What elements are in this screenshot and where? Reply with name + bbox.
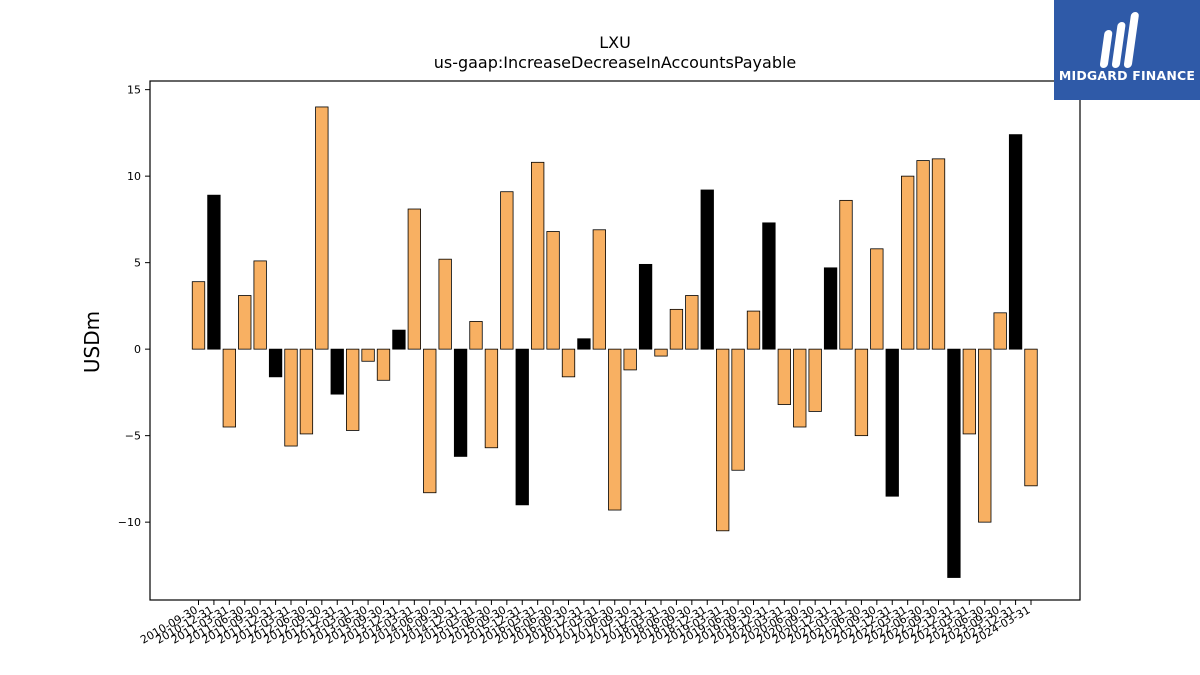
- bar: [978, 348, 992, 523]
- bar: [515, 348, 529, 506]
- bar: [284, 348, 298, 447]
- logo-text: MIDGARD FINANCE: [1058, 68, 1196, 83]
- bar: [947, 348, 961, 578]
- bar: [438, 258, 452, 350]
- plot-frame: [149, 80, 1081, 601]
- bar: [731, 348, 745, 471]
- bar: [346, 348, 360, 431]
- bar: [330, 348, 344, 395]
- bar: [623, 348, 637, 371]
- midgard-finance-logo: MIDGARD FINANCE: [1054, 0, 1200, 100]
- bar: [638, 263, 653, 350]
- bar: [839, 199, 853, 350]
- bar: [654, 348, 668, 357]
- bar: [561, 348, 576, 378]
- bar: [608, 348, 622, 511]
- bar: [762, 222, 776, 350]
- bar: [469, 321, 483, 350]
- bar: [531, 161, 545, 350]
- y-tick-label: 10: [127, 170, 141, 183]
- bar: [916, 160, 930, 350]
- bar: [870, 248, 884, 350]
- bar: [207, 194, 221, 350]
- bar: [592, 229, 606, 350]
- bar: [885, 348, 899, 497]
- bar: [793, 348, 807, 428]
- bar: [299, 348, 314, 435]
- bar: [222, 348, 236, 428]
- bar: [268, 348, 283, 378]
- bar: [777, 348, 791, 405]
- bar: [1008, 134, 1023, 350]
- bar: [901, 175, 915, 350]
- bar: [423, 348, 437, 494]
- y-tick-label: 0: [134, 343, 141, 356]
- bar: [808, 348, 822, 412]
- bar: [962, 348, 976, 435]
- y-tick-label: −5: [125, 430, 141, 443]
- y-ticks-group: 15 10 5 0 −5 −10: [118, 84, 150, 529]
- bar: [685, 295, 699, 350]
- bars-group: [191, 106, 1038, 578]
- y-tick-label: −10: [118, 516, 141, 529]
- chart-subtitle: us-gaap:IncreaseDecreaseInAccountsPayabl…: [434, 53, 797, 72]
- bar: [669, 308, 684, 350]
- bar: [931, 158, 946, 350]
- bar: [823, 267, 838, 350]
- bar: [315, 106, 329, 350]
- bar: [376, 348, 391, 381]
- bar: [746, 310, 761, 350]
- bar: [253, 260, 267, 350]
- bar: [546, 231, 560, 350]
- bar: [1024, 348, 1038, 487]
- bar: [500, 191, 514, 350]
- bar: [854, 348, 869, 437]
- y-tick-label: 5: [134, 257, 141, 270]
- y-axis-label: USDm: [80, 311, 104, 373]
- midgard-logo-icon: [1099, 12, 1139, 68]
- bar: [392, 329, 406, 350]
- bar: [407, 208, 421, 350]
- bar: [453, 348, 468, 457]
- bar: [993, 312, 1007, 350]
- bar: [716, 348, 730, 532]
- chart-title: LXU: [599, 33, 631, 52]
- bar: [191, 281, 206, 350]
- x-ticks-group: 2010-09-302010-12-312011-03-312011-06-30…: [138, 600, 1033, 647]
- y-tick-label: 15: [127, 84, 141, 97]
- bar: [577, 338, 591, 350]
- bar: [700, 189, 714, 350]
- bar: [361, 348, 375, 362]
- bar: [238, 295, 252, 350]
- bar: [484, 348, 499, 449]
